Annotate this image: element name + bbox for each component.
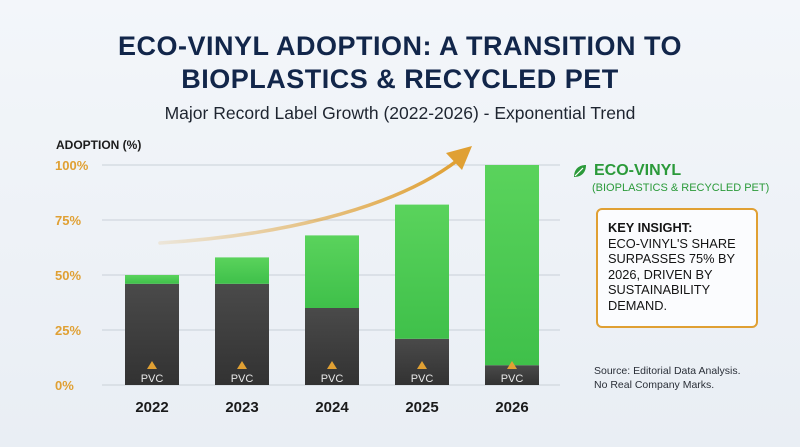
bar-eco-vinyl-2025 <box>395 204 449 339</box>
bar-pvc-2024 <box>305 308 359 385</box>
y-axis-label: ADOPTION (%) <box>56 138 142 152</box>
bar-pvc-2022 <box>125 283 179 385</box>
title-line-2: BIOPLASTICS & RECYCLED PET <box>181 64 619 94</box>
bar-label-pvc: PVC <box>321 373 344 385</box>
pvc-marker-icon <box>417 361 427 369</box>
legend-description: (BIOPLASTICS & RECYCLED PET) <box>592 182 770 194</box>
bar-eco-vinyl-2022 <box>125 275 179 284</box>
leaf-icon <box>574 165 586 177</box>
bar-eco-vinyl-2026 <box>485 165 539 366</box>
pvc-marker-icon <box>147 361 157 369</box>
bar-label-pvc: PVC <box>411 373 434 385</box>
trend-arrow-head-icon <box>446 146 472 170</box>
x-tick-label: 2026 <box>495 399 528 416</box>
y-tick-label: 50% <box>55 268 81 283</box>
x-tick-label: 2025 <box>405 399 438 416</box>
bar-eco-vinyl-2023 <box>215 257 269 284</box>
y-tick-label: 25% <box>55 323 81 338</box>
x-tick-label: 2024 <box>315 399 349 416</box>
y-tick-label: 0% <box>55 378 74 393</box>
source-line-1: Source: Editorial Data Analysis. <box>594 365 741 377</box>
pvc-marker-icon <box>327 361 337 369</box>
bar-pvc-2026 <box>485 365 539 385</box>
bar-eco-vinyl-2024 <box>305 235 359 308</box>
y-tick-label: 75% <box>55 213 81 228</box>
bar-label-pvc: PVC <box>141 373 164 385</box>
bar-pvc-2023 <box>215 283 269 385</box>
chart-title: ECO-VINYL ADOPTION: A TRANSITION TO BIOP… <box>0 30 800 96</box>
pvc-marker-icon <box>237 361 247 369</box>
y-tick-label: 100% <box>55 158 89 173</box>
legend-name: ECO-VINYL <box>594 162 682 179</box>
pvc-marker-icon <box>507 361 517 369</box>
x-tick-label: 2023 <box>225 399 258 416</box>
x-tick-label: 2022 <box>135 399 168 416</box>
insight-heading: KEY INSIGHT: <box>608 220 693 235</box>
bar-label-pvc: PVC <box>501 373 524 385</box>
title-line-1: ECO-VINYL ADOPTION: A TRANSITION TO <box>117 31 682 61</box>
trend-arrow-line <box>158 158 460 245</box>
legend: ECO-VINYL (BIOPLASTICS & RECYCLED PET) <box>572 162 772 194</box>
bar-label-pvc: PVC <box>231 373 254 385</box>
source-line-2: No Real Company Marks. <box>594 379 715 391</box>
key-insight-box: KEY INSIGHT: ECO-VINYL'S SHARE SURPASSES… <box>596 208 758 328</box>
insight-text: ECO-VINYL'S SHARE SURPASSES 75% BY 2026,… <box>608 235 736 313</box>
legend-entry-eco-vinyl: ECO-VINYL <box>572 162 772 180</box>
source-note: Source: Editorial Data Analysis. No Real… <box>594 364 784 392</box>
chart-subtitle: Major Record Label Growth (2022-2026) - … <box>164 103 636 123</box>
